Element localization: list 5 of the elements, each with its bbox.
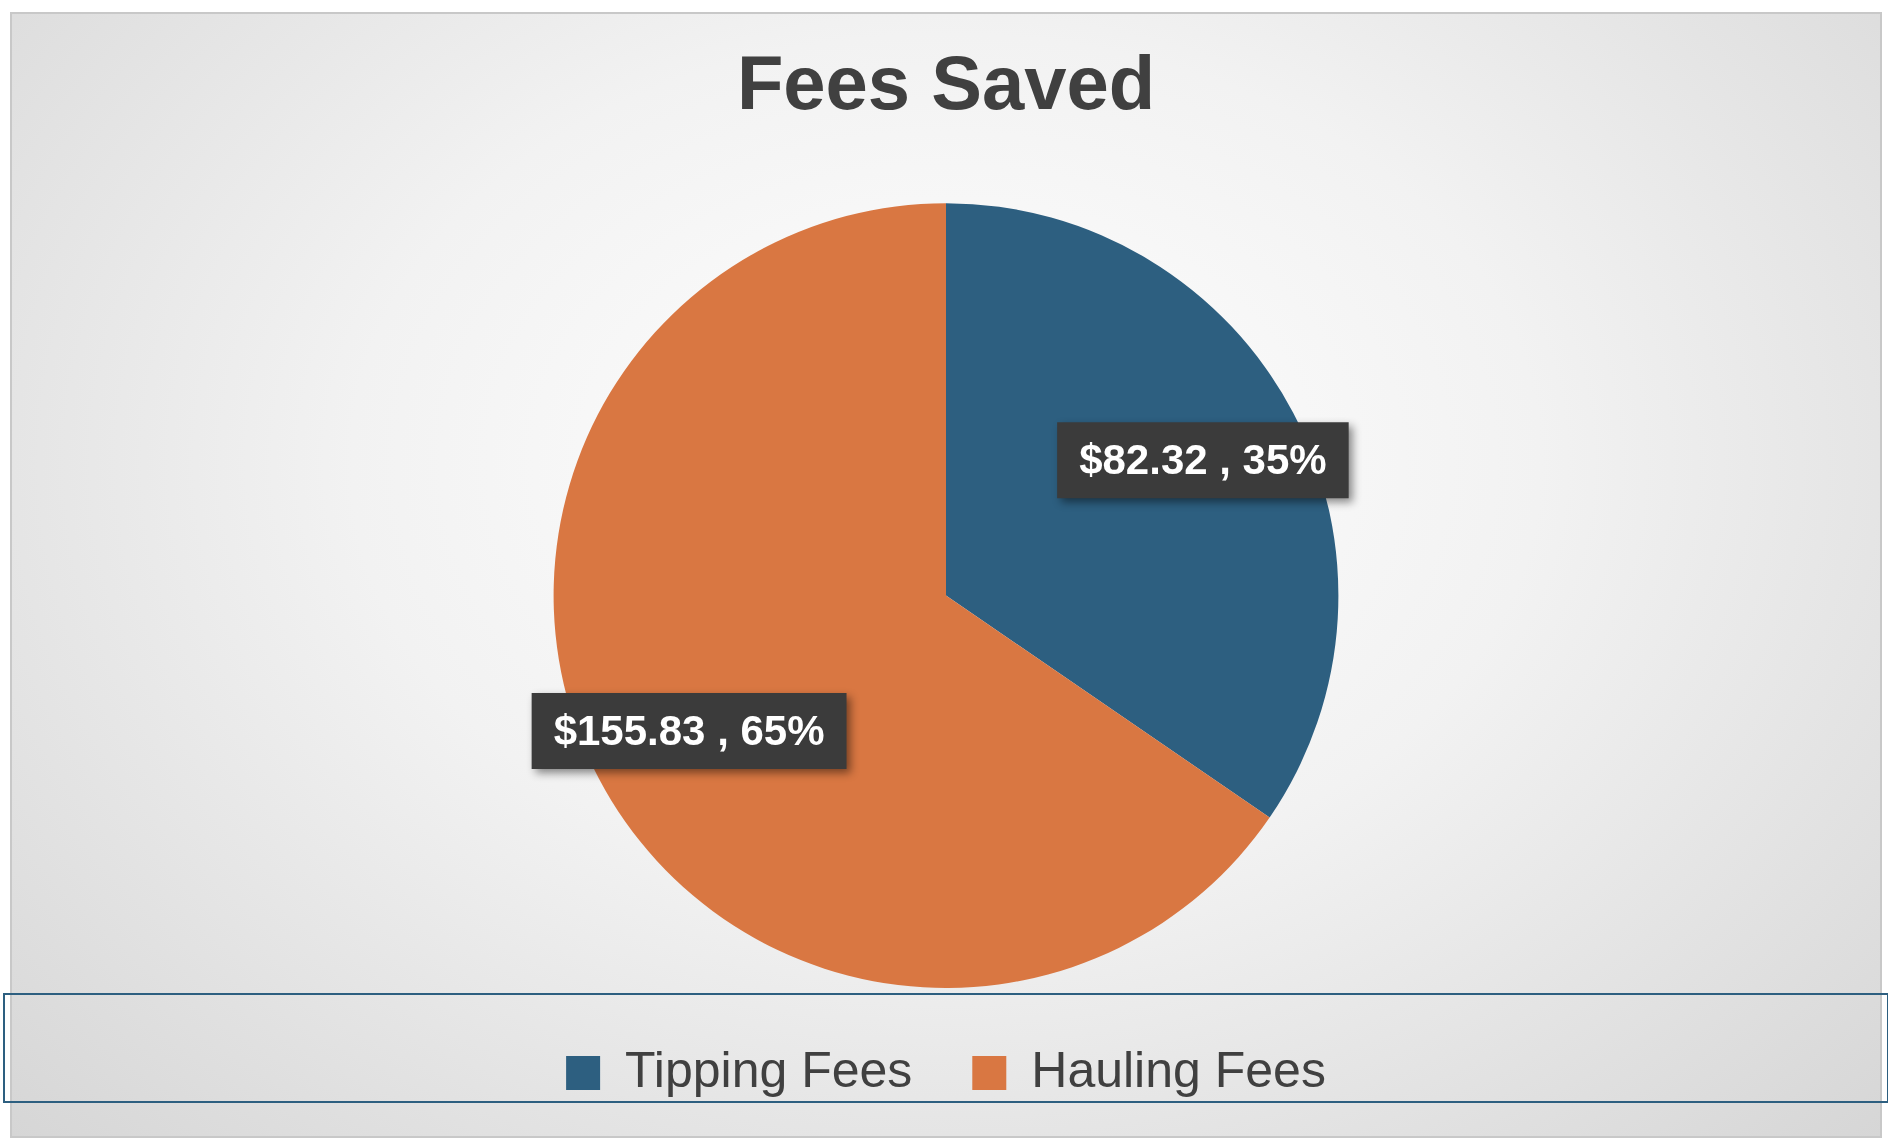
data-label: $82.32 , 35% xyxy=(1079,435,1327,483)
data-label: $155.83 , 65% xyxy=(553,706,825,754)
legend-label: Tipping Fees xyxy=(625,1041,913,1098)
legend-label: Hauling Fees xyxy=(1031,1041,1326,1098)
chart-title: Fees Saved xyxy=(736,39,1156,125)
